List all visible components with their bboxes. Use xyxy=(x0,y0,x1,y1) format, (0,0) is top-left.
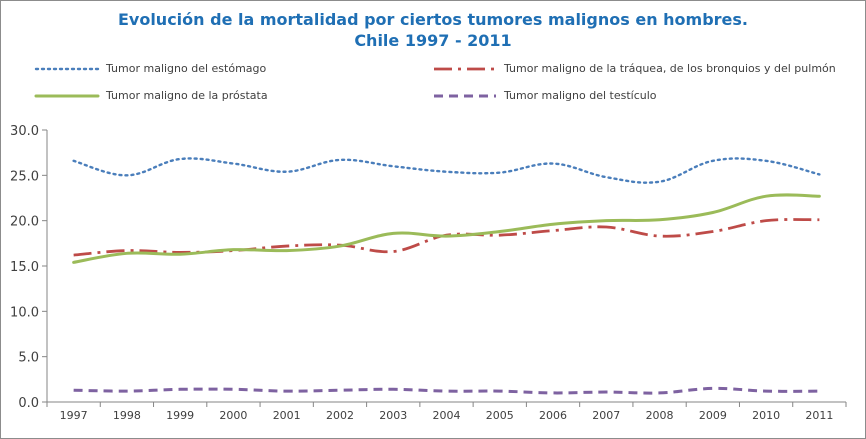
y-tick-label: 5.0 xyxy=(18,351,39,366)
legend-swatch-prostate xyxy=(34,94,100,98)
legend-label-lung: Tumor maligno de la tráquea, de los bron… xyxy=(504,62,836,75)
x-tick-label: 1998 xyxy=(113,409,141,422)
x-tick-label: 2011 xyxy=(805,409,833,422)
legend-label-testicle: Tumor maligno del testículo xyxy=(504,89,657,102)
y-tick-label: 10.0 xyxy=(10,305,39,320)
series-line-stomach xyxy=(72,157,821,184)
x-tick-label: 2008 xyxy=(646,409,674,422)
chart-title-line-2: Chile 1997 - 2011 xyxy=(354,31,512,50)
legend-swatch-testicle xyxy=(434,94,496,98)
chart-title: Evolución de la mortalidad por ciertos t… xyxy=(0,9,866,51)
legend-item-testicle: Tumor maligno del testículo xyxy=(432,88,732,104)
y-tick-label: 20.0 xyxy=(10,215,39,230)
series-line-testicle xyxy=(73,386,820,395)
y-tick-label: 15.0 xyxy=(10,260,39,275)
legend-swatch-lung xyxy=(434,67,496,71)
x-tick-label: 2007 xyxy=(592,409,620,422)
x-tick-label: 2004 xyxy=(433,409,461,422)
x-tick-label: 2009 xyxy=(699,409,727,422)
legend-label-prostate: Tumor maligno de la próstata xyxy=(106,89,268,102)
series-line-prostate xyxy=(72,193,821,264)
chart-title-line-1: Evolución de la mortalidad por ciertos t… xyxy=(117,10,749,29)
y-tick-label: 30.0 xyxy=(10,124,39,139)
legend-label-stomach: Tumor maligno del estómago xyxy=(106,62,267,75)
legend-swatch-stomach xyxy=(34,67,100,71)
legend-item-lung: Tumor maligno de la tráquea, de los bron… xyxy=(432,61,862,77)
x-tick-label: 2010 xyxy=(752,409,780,422)
x-tick-label: 2006 xyxy=(539,409,567,422)
x-tick-label: 1999 xyxy=(166,409,194,422)
x-tick-label: 2002 xyxy=(326,409,354,422)
legend-item-stomach: Tumor maligno del estómago xyxy=(34,61,334,77)
y-tick-label: 0.0 xyxy=(18,396,39,411)
x-tick-label: 2000 xyxy=(219,409,247,422)
x-tick-label: 2003 xyxy=(379,409,407,422)
legend-item-prostate: Tumor maligno de la próstata xyxy=(34,88,334,104)
y-tick-label: 25.0 xyxy=(10,169,39,184)
x-tick-label: 1997 xyxy=(60,409,88,422)
x-tick-label: 2005 xyxy=(486,409,514,422)
x-tick-label: 2001 xyxy=(273,409,301,422)
